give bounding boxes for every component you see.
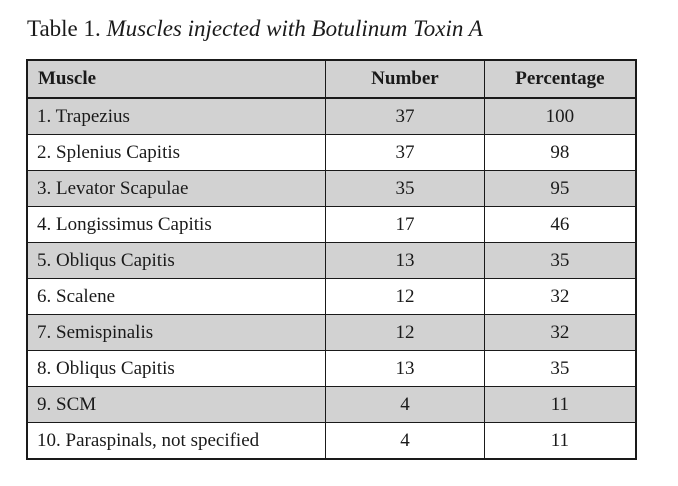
cell-percentage: 11 [483, 386, 637, 423]
cell-muscle: 6. Scalene [26, 278, 327, 315]
cell-number: 4 [325, 422, 485, 460]
cell-number: 37 [325, 97, 485, 135]
cell-muscle: 10. Paraspinals, not specified [26, 422, 327, 460]
cell-muscle: 5. Obliqus Capitis [26, 242, 327, 279]
cell-muscle: 8. Obliqus Capitis [26, 350, 327, 387]
cell-number: 35 [325, 170, 485, 207]
cell-muscle: 7. Semispinalis [26, 314, 327, 351]
table-row: 7. Semispinalis 12 32 [26, 314, 637, 351]
cell-percentage: 32 [483, 278, 637, 315]
table-row: 9. SCM 4 11 [26, 386, 637, 423]
table-row: 2. Splenius Capitis 37 98 [26, 134, 637, 171]
cell-muscle: 2. Splenius Capitis [26, 134, 327, 171]
table-row: 3. Levator Scapulae 35 95 [26, 170, 637, 207]
table-caption: Table 1. Muscles injected with Botulinum… [27, 14, 483, 44]
table-row: 10. Paraspinals, not specified 4 11 [26, 422, 637, 460]
table-row: 1. Trapezius 37 100 [26, 97, 637, 135]
cell-number: 37 [325, 134, 485, 171]
header-number: Number [325, 59, 485, 99]
muscles-table: Muscle Number Percentage 1. Trapezius 37… [26, 59, 637, 460]
cell-percentage: 100 [483, 97, 637, 135]
cell-percentage: 35 [483, 242, 637, 279]
cell-percentage: 32 [483, 314, 637, 351]
header-muscle: Muscle [26, 59, 327, 99]
table-row: 8. Obliqus Capitis 13 35 [26, 350, 637, 387]
header-percentage: Percentage [483, 59, 637, 99]
table-row: 5. Obliqus Capitis 13 35 [26, 242, 637, 279]
cell-percentage: 46 [483, 206, 637, 243]
caption-label: Table 1. [27, 16, 101, 41]
cell-number: 13 [325, 350, 485, 387]
cell-number: 4 [325, 386, 485, 423]
cell-percentage: 35 [483, 350, 637, 387]
cell-number: 13 [325, 242, 485, 279]
cell-percentage: 98 [483, 134, 637, 171]
cell-number: 17 [325, 206, 485, 243]
cell-percentage: 95 [483, 170, 637, 207]
cell-muscle: 9. SCM [26, 386, 327, 423]
cell-muscle: 3. Levator Scapulae [26, 170, 327, 207]
cell-muscle: 4. Longissimus Capitis [26, 206, 327, 243]
table-row: 6. Scalene 12 32 [26, 278, 637, 315]
cell-number: 12 [325, 314, 485, 351]
cell-muscle: 1. Trapezius [26, 97, 327, 135]
caption-title: Muscles injected with Botulinum Toxin A [106, 16, 483, 41]
cell-number: 12 [325, 278, 485, 315]
cell-percentage: 11 [483, 422, 637, 460]
table-row: 4. Longissimus Capitis 17 46 [26, 206, 637, 243]
table-header-row: Muscle Number Percentage [26, 59, 637, 99]
